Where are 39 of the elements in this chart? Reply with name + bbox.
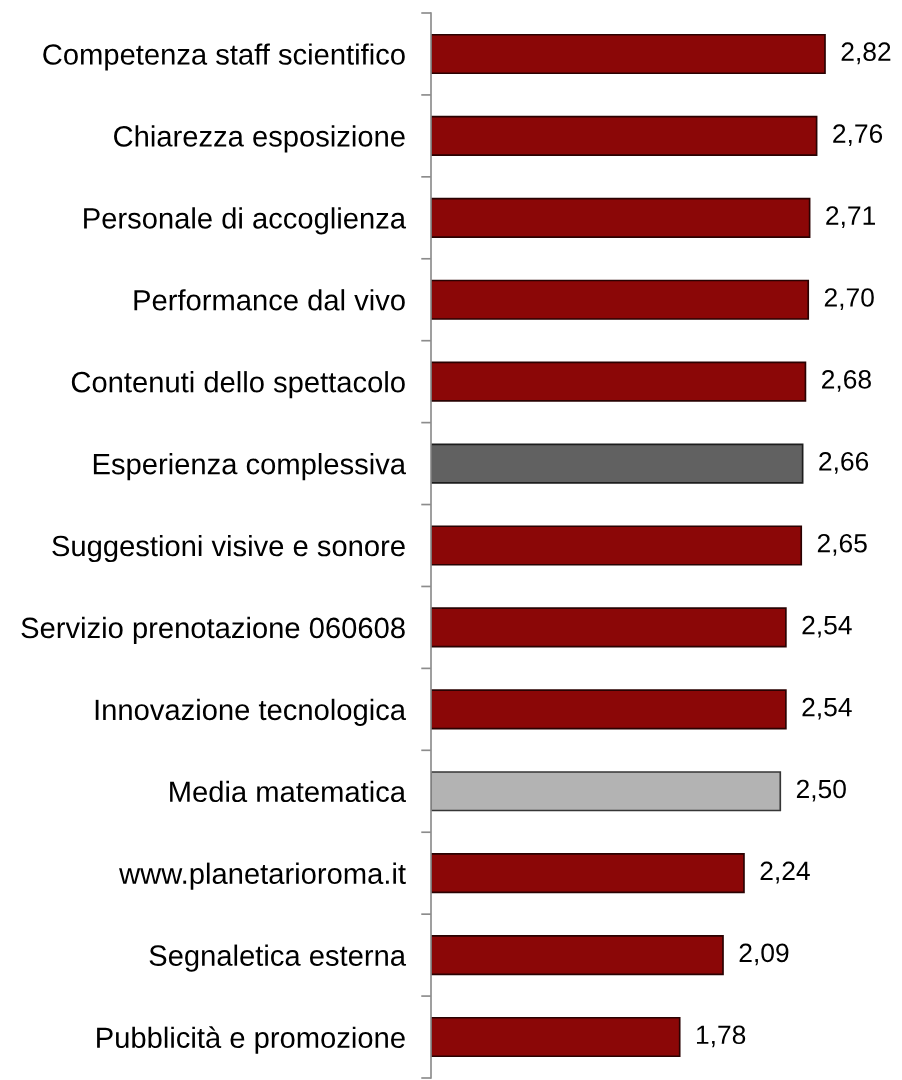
data-label: 2,09 bbox=[739, 943, 789, 966]
y-tick-label: Innovazione tecnologica bbox=[95, 698, 407, 726]
data-label: 2,24 bbox=[760, 861, 810, 884]
data-label: 2,71 bbox=[826, 206, 875, 229]
y-tick-label: Personale di accoglienza bbox=[84, 207, 407, 235]
y-tick-label: www.planetarioroma.it bbox=[119, 862, 406, 890]
y-tick-label: Esperienza complessiva bbox=[93, 453, 407, 481]
data-label: 2,54 bbox=[802, 697, 852, 720]
y-tick-label: Servizio prenotazione 060608 bbox=[21, 616, 405, 645]
y-tick-label: Performance dal vivo bbox=[134, 289, 405, 311]
data-label: 2,54 bbox=[802, 615, 852, 638]
bar bbox=[431, 689, 787, 730]
bar bbox=[431, 443, 804, 484]
bar bbox=[431, 361, 807, 402]
y-tick-label: Segnaletica esterna bbox=[149, 944, 407, 972]
bar bbox=[431, 771, 782, 812]
data-label: 2,50 bbox=[796, 779, 846, 802]
y-tick-label: Pubblicità e promozione bbox=[97, 1026, 405, 1054]
data-label: 2,70 bbox=[824, 288, 874, 310]
bar bbox=[431, 607, 787, 648]
data-label: 2,76 bbox=[833, 124, 883, 147]
y-tick-label: Media matematica bbox=[170, 780, 407, 803]
bar bbox=[431, 197, 811, 238]
y-tick-label: Contenuti dello spettacolo bbox=[71, 371, 405, 399]
data-label: 2,82 bbox=[841, 42, 891, 65]
y-tick-label: Suggestioni visive e sonore bbox=[52, 534, 405, 563]
data-label: 1,78 bbox=[696, 1025, 746, 1048]
data-label: 2,68 bbox=[822, 370, 871, 392]
data-label: 2,66 bbox=[819, 451, 869, 474]
bar bbox=[431, 279, 810, 320]
y-tick-label: Competenza staff scientifico bbox=[43, 43, 405, 71]
bar bbox=[431, 115, 818, 156]
bar bbox=[431, 525, 803, 566]
bar bbox=[431, 853, 745, 894]
bar bbox=[431, 33, 826, 75]
bar bbox=[431, 935, 724, 976]
y-tick-label: Chiarezza esposizione bbox=[114, 125, 405, 153]
data-label: 2,65 bbox=[817, 533, 867, 556]
bar bbox=[431, 1016, 681, 1058]
